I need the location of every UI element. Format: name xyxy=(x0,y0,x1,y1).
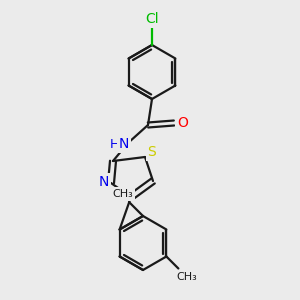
Text: O: O xyxy=(178,116,188,130)
Text: N: N xyxy=(99,175,109,189)
Text: S: S xyxy=(148,145,156,159)
Text: N: N xyxy=(119,137,129,151)
Text: CH₃: CH₃ xyxy=(176,272,197,281)
Text: H: H xyxy=(109,137,119,151)
Text: Cl: Cl xyxy=(145,12,159,26)
Text: CH₃: CH₃ xyxy=(112,189,134,199)
